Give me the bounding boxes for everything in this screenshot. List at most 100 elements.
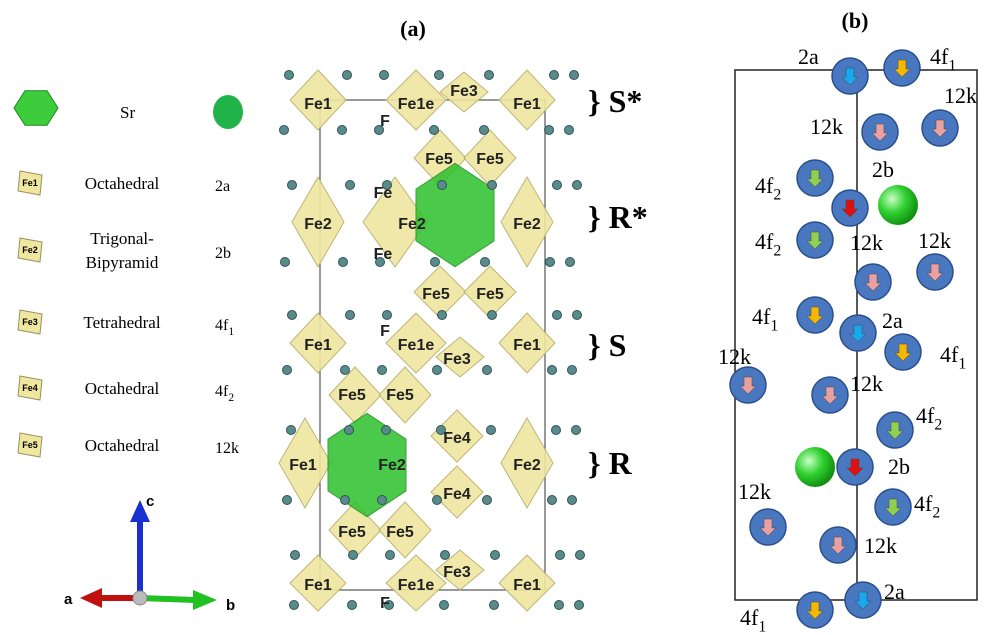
atom — [349, 551, 358, 560]
site-label: 4f2 — [755, 173, 781, 204]
block-label: } S* — [588, 83, 642, 119]
atom — [568, 366, 577, 375]
atom — [341, 366, 350, 375]
legend-label: Bipyramid — [86, 253, 159, 272]
atom — [383, 311, 392, 320]
atom — [576, 551, 585, 560]
axis-label: c — [146, 493, 154, 510]
atom — [553, 311, 562, 320]
site-sub: 2 — [773, 243, 781, 260]
atom-label: Fe — [374, 246, 393, 263]
legend-label: Octahedral — [85, 436, 160, 455]
site-main: 4f — [752, 304, 771, 329]
sr-icon — [14, 91, 58, 126]
legend-label: Trigonal- — [90, 229, 154, 248]
site-label: 4f1 — [215, 317, 234, 338]
atom — [573, 311, 582, 320]
legend: SrFe1Octahedral2aFe2Trigonal-Bipyramid2b… — [14, 91, 243, 457]
atom — [545, 126, 554, 135]
site-main: 4f — [755, 173, 774, 198]
atom — [341, 496, 350, 505]
site-sub: 1 — [958, 356, 966, 373]
atom-label: Fe1e — [398, 337, 435, 354]
atom — [435, 71, 444, 80]
atom-label: Fe4 — [443, 430, 471, 447]
atom — [568, 496, 577, 505]
atom — [430, 126, 439, 135]
site-sub: 1 — [770, 318, 778, 335]
atom — [343, 71, 352, 80]
atom — [488, 181, 497, 190]
atom-label: Fe1e — [398, 577, 435, 594]
atom-label: Fe1 — [513, 96, 541, 113]
atom — [378, 366, 387, 375]
atom-label: Fe2 — [513, 216, 541, 233]
axis-label: b — [226, 597, 235, 614]
site-main: 4f — [755, 229, 774, 254]
site-sub: 2 — [932, 505, 940, 522]
legend-label: Tetrahedral — [83, 313, 160, 332]
atom — [552, 426, 561, 435]
site-sub: 1 — [948, 58, 956, 75]
site-label: 4f2 — [215, 383, 234, 404]
atom — [491, 551, 500, 560]
site-label: 12k — [864, 533, 897, 558]
atom — [485, 71, 494, 80]
site-label: 12k — [918, 228, 951, 253]
atom — [348, 601, 357, 610]
atom — [288, 181, 297, 190]
sr-atom — [795, 447, 835, 487]
atom-label: Fe1e — [398, 96, 435, 113]
atom — [490, 601, 499, 610]
site-label: 12k — [738, 479, 771, 504]
legend-icon-label: Fe5 — [22, 440, 38, 450]
site-label: 4f2 — [916, 403, 942, 434]
atom — [291, 551, 300, 560]
atom-label: Fe1 — [304, 577, 332, 594]
atom — [338, 126, 347, 135]
atom-label: Fe3 — [443, 351, 471, 368]
atom — [380, 71, 389, 80]
atom — [440, 601, 449, 610]
block-label: } R* — [588, 199, 648, 235]
atom — [346, 311, 355, 320]
atom-label: F — [380, 113, 390, 130]
atom — [339, 258, 348, 267]
atom — [441, 551, 450, 560]
site-main: 4f — [215, 383, 229, 400]
atom — [345, 426, 354, 435]
site-main: 4f — [940, 342, 959, 367]
legend-label: Octahedral — [85, 174, 160, 193]
atom-label: Fe1 — [289, 457, 317, 474]
atom — [433, 496, 442, 505]
atom-label: F — [380, 323, 390, 340]
block-label: } S — [588, 327, 626, 363]
atom — [565, 126, 574, 135]
atom-label: Fe2 — [398, 216, 426, 233]
atom-label: Fe5 — [422, 286, 450, 303]
origin — [133, 591, 147, 605]
atom — [283, 496, 292, 505]
atom — [431, 258, 440, 267]
atom — [548, 366, 557, 375]
atom — [570, 71, 579, 80]
site-label: 12k — [850, 371, 883, 396]
atom — [438, 311, 447, 320]
site-label: 4f2 — [914, 491, 940, 522]
atom-label: Fe5 — [386, 387, 414, 404]
atom — [433, 366, 442, 375]
atom-label: Fe5 — [338, 524, 366, 541]
atom-label: Fe5 — [476, 151, 504, 168]
atom-label: Fe3 — [443, 564, 471, 581]
site-label: 2a — [882, 308, 903, 333]
site-label: 4f1 — [940, 342, 966, 373]
atom — [575, 601, 584, 610]
atom — [290, 601, 299, 610]
legend-icon-label: Fe3 — [22, 317, 38, 327]
atom — [556, 551, 565, 560]
structure: Fe1FFe1eFe3Fe1Fe5Fe5FeFe2Fe2Fe2FeFe5Fe5F… — [279, 70, 648, 612]
axis-label: a — [64, 591, 73, 608]
atom — [283, 366, 292, 375]
atom-label: Fe3 — [450, 83, 478, 100]
